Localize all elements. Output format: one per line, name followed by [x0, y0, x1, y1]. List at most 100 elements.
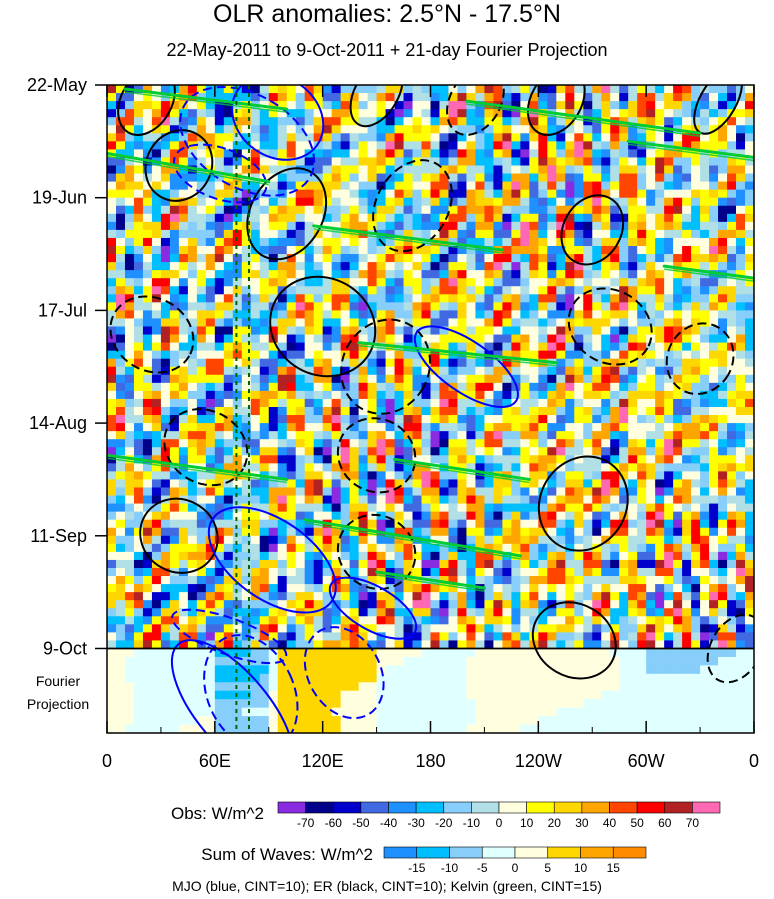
obs-cell — [232, 286, 243, 295]
obs-cell — [745, 559, 754, 569]
obs-cell — [169, 495, 180, 505]
obs-cell — [745, 479, 754, 489]
obs-cell — [367, 632, 378, 642]
obs-cell — [502, 592, 512, 601]
obs-cell — [574, 270, 584, 279]
obs-cell — [430, 254, 441, 263]
obs-cell — [592, 334, 602, 344]
obs-cell — [232, 624, 243, 633]
obs-cell — [133, 133, 144, 142]
obs-cell — [187, 632, 198, 642]
obs-cell — [484, 455, 495, 464]
obs-cell — [430, 471, 441, 481]
obs-cell — [736, 101, 746, 110]
obs-cell — [223, 133, 234, 142]
obs-cell — [502, 495, 512, 505]
obs-cell — [403, 398, 414, 408]
obs-cell — [187, 543, 198, 553]
obs-cell — [259, 479, 270, 489]
obs-cell — [475, 221, 486, 231]
obs-cell — [574, 576, 584, 585]
obs-cell — [107, 592, 117, 601]
obs-cell — [349, 181, 360, 191]
obs-cell — [718, 101, 728, 110]
obs-cell — [529, 326, 539, 336]
obs-cell — [583, 141, 593, 150]
obs-cell — [277, 141, 288, 150]
obs-cell — [745, 318, 754, 328]
obs-cell — [295, 286, 306, 295]
obs-cell — [646, 439, 656, 448]
obs-cell — [322, 423, 333, 432]
obs-cell — [430, 350, 441, 360]
obs-cell — [637, 439, 647, 448]
obs-cell — [565, 342, 575, 352]
obs-cell — [601, 406, 611, 416]
obs-cell — [259, 551, 270, 561]
obs-cell — [124, 406, 135, 416]
obs-cell — [232, 262, 243, 271]
obs-cell — [124, 366, 135, 376]
obs-cell — [295, 310, 306, 320]
obs-cell — [241, 487, 252, 497]
obs-cell — [736, 165, 746, 175]
obs-cell — [574, 431, 584, 440]
obs-cell — [538, 334, 548, 344]
obs-cell — [187, 85, 198, 94]
obs-cell — [556, 398, 566, 408]
obs-cell — [403, 519, 414, 529]
obs-cell — [682, 93, 692, 102]
obs-cell — [223, 245, 234, 255]
obs-cell — [655, 229, 665, 239]
obs-cell — [736, 431, 746, 440]
obs-cell — [304, 447, 315, 456]
obs-cell — [187, 278, 198, 287]
obs-cell — [133, 519, 144, 529]
obs-cell — [655, 254, 665, 263]
obs-cell — [151, 439, 162, 448]
obs-cell — [142, 608, 153, 617]
obs-cell — [313, 117, 324, 126]
obs-cell — [493, 125, 503, 134]
obs-cell — [214, 455, 225, 464]
obs-cell — [592, 125, 602, 134]
obs-cell — [331, 608, 342, 617]
obs-cell — [295, 181, 306, 191]
obs-cell — [475, 567, 486, 577]
obs-cell — [142, 173, 153, 183]
obs-cell — [241, 592, 252, 601]
obs-cell — [394, 117, 405, 126]
obs-cell — [700, 262, 710, 271]
obs-cell — [205, 254, 216, 263]
obs-cell — [421, 302, 432, 311]
obs-cell — [259, 439, 270, 448]
obs-cell — [520, 567, 530, 577]
obs-cell — [358, 471, 369, 481]
obs-cell — [403, 527, 414, 537]
obs-cell — [592, 245, 602, 255]
obs-cell — [232, 294, 243, 303]
obs-cell — [403, 133, 414, 142]
obs-cell — [124, 358, 135, 368]
obs-cell — [367, 616, 378, 625]
obs-cell — [295, 358, 306, 368]
obs-cell — [547, 93, 557, 102]
obs-cell — [403, 567, 414, 577]
obs-cell — [511, 535, 521, 545]
obs-cell — [430, 406, 441, 416]
obs-cell — [484, 294, 495, 303]
obs-cell — [187, 286, 198, 295]
obs-cell — [412, 302, 423, 311]
obs-cell — [340, 93, 351, 102]
obs-cell — [107, 503, 117, 513]
obs-cell — [682, 350, 692, 360]
obs-cell — [241, 342, 252, 352]
obs-cell — [259, 398, 270, 408]
obs-cell — [619, 479, 629, 489]
obs-cell — [394, 149, 405, 159]
obs-cell — [664, 366, 674, 376]
obs-cell — [385, 85, 396, 94]
obs-cell — [142, 439, 153, 448]
obs-cell — [169, 471, 180, 481]
obs-cell — [619, 487, 629, 497]
